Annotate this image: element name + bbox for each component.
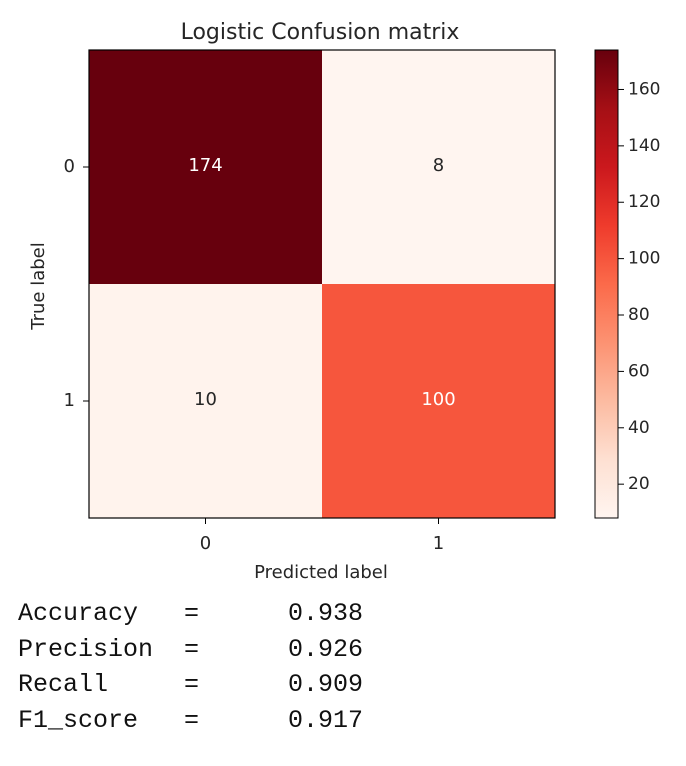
chart-title: Logistic Confusion matrix: [181, 20, 460, 45]
metric-value: 0.917: [288, 705, 364, 735]
metric-row-precision: Precision = 0.926: [18, 632, 363, 668]
y-axis-ticks: 01: [64, 156, 89, 411]
colorbar-tick-label: 160: [628, 79, 660, 99]
metric-name: Recall: [18, 670, 109, 699]
colorbar-tick-label: 80: [628, 305, 650, 325]
cell-value-label: 174: [188, 155, 222, 176]
colorbar-tick-label: 120: [628, 192, 660, 212]
colorbar-tick-label: 20: [628, 474, 650, 494]
colorbar-tick-label: 60: [628, 361, 650, 381]
colorbar-tick-label: 140: [628, 136, 660, 156]
metric-row-f1-score: F1_score = 0.917: [18, 703, 363, 739]
x-axis-label: Predicted label: [254, 562, 388, 583]
matrix-cells: 174 8 10 100: [89, 50, 555, 518]
colorbar-tick-label: 40: [628, 418, 650, 438]
y-tick-label: 1: [64, 390, 75, 411]
metrics-output: Accuracy = 0.938 Precision = 0.926 Recall = 0.…: [18, 596, 363, 738]
x-tick-label: 0: [200, 533, 211, 554]
colorbar-tick-label: 100: [628, 249, 660, 269]
matrix-cell: [89, 284, 322, 518]
metric-value: 0.926: [288, 634, 364, 664]
cell-value-label: 8: [433, 155, 444, 176]
metric-name: F1_score: [18, 705, 139, 735]
cell-value-label: 100: [421, 389, 455, 410]
colorbar-ticks: 20 40 60 80 100 120 140 160: [618, 79, 660, 494]
metric-equals: =: [184, 634, 200, 664]
x-tick-label: 1: [433, 533, 444, 554]
metric-equals: =: [184, 705, 200, 735]
colorbar: [594, 49, 619, 519]
y-axis-label: True label: [28, 242, 49, 331]
matrix-cell: [322, 50, 555, 284]
cell-value-label: 10: [194, 389, 217, 410]
plot-frame: [88, 49, 556, 519]
matrix-cell: [89, 50, 322, 284]
metric-value: 0.909: [288, 670, 364, 699]
metric-row-accuracy: Accuracy = 0.938: [18, 596, 363, 632]
metric-equals: =: [184, 599, 200, 628]
matrix-cell: [322, 284, 555, 518]
metric-value: 0.938: [288, 599, 364, 628]
y-tick-label: 0: [64, 156, 75, 177]
metric-name: Accuracy: [18, 599, 139, 628]
metric-row-recall: Recall = 0.909: [18, 667, 363, 703]
metric-equals: =: [184, 670, 200, 699]
metric-name: Precision: [18, 634, 154, 664]
